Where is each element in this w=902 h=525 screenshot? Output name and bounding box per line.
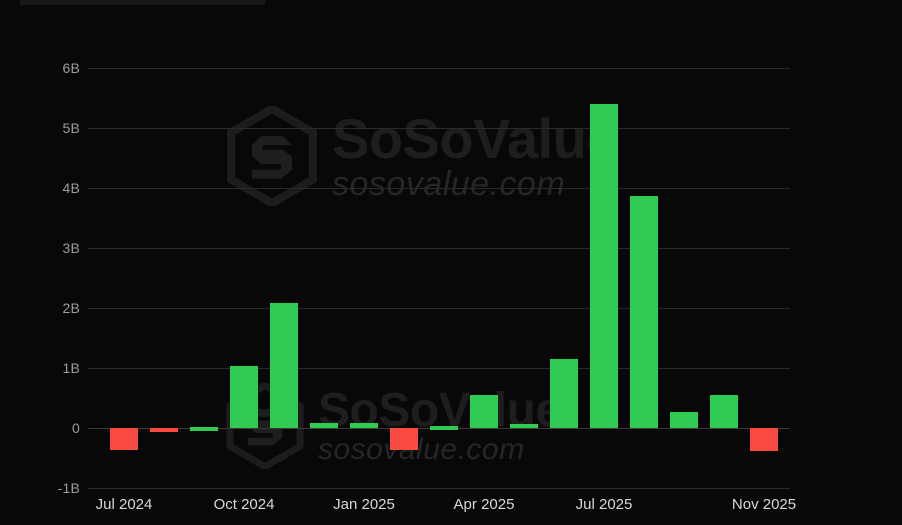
gridline: [88, 308, 790, 309]
x-axis-tick-label: Oct 2024: [213, 496, 275, 513]
x-axis-tick-label: Jul 2024: [95, 496, 153, 513]
bar-aug-2025[interactable]: [630, 195, 658, 428]
bar-sep-2024[interactable]: [190, 426, 218, 431]
bar-dec-2024[interactable]: [310, 423, 338, 428]
y-axis-tick-label: 6B: [62, 60, 80, 76]
top-strip: [20, 0, 265, 5]
bar-jan-2025[interactable]: [350, 423, 378, 428]
bar-sep-2025[interactable]: [670, 412, 698, 428]
gridline: [88, 368, 790, 369]
y-axis-tick-label: 3B: [62, 240, 80, 256]
gridline: [88, 68, 790, 69]
bar-oct-2024[interactable]: [230, 366, 258, 428]
gridline: [88, 188, 790, 189]
x-axis-tick-label: Apr 2025: [453, 496, 515, 513]
bar-may-2025[interactable]: [510, 423, 538, 428]
y-axis-tick-label: 4B: [62, 180, 80, 196]
gridline: [88, 128, 790, 129]
y-axis-tick-label: 2B: [62, 300, 80, 316]
gridline: [88, 488, 790, 489]
x-axis-tick-label: Nov 2025: [731, 496, 797, 513]
y-axis-tick-label: 1B: [62, 360, 80, 376]
bar-aug-2024[interactable]: [150, 428, 178, 432]
bar-jun-2025[interactable]: [550, 359, 578, 428]
plot-area[interactable]: [88, 68, 790, 489]
bar-jul-2025[interactable]: [590, 104, 618, 428]
bar-apr-2025[interactable]: [470, 395, 498, 428]
y-axis-tick-label: -1B: [57, 480, 80, 496]
bar-jul-2024[interactable]: [110, 428, 138, 451]
bar-nov-2025[interactable]: [750, 428, 778, 451]
y-axis-tick-label: 0: [72, 420, 80, 436]
x-axis-tick-label: Jan 2025: [333, 496, 395, 513]
bar-nov-2024[interactable]: [270, 303, 298, 428]
gridline: [88, 248, 790, 249]
y-axis-tick-label: 5B: [62, 120, 80, 136]
bar-feb-2025[interactable]: [390, 428, 418, 451]
bar-mar-2025[interactable]: [430, 426, 458, 431]
x-axis-tick-label: Jul 2025: [575, 496, 633, 513]
bar-oct-2025[interactable]: [710, 395, 738, 428]
